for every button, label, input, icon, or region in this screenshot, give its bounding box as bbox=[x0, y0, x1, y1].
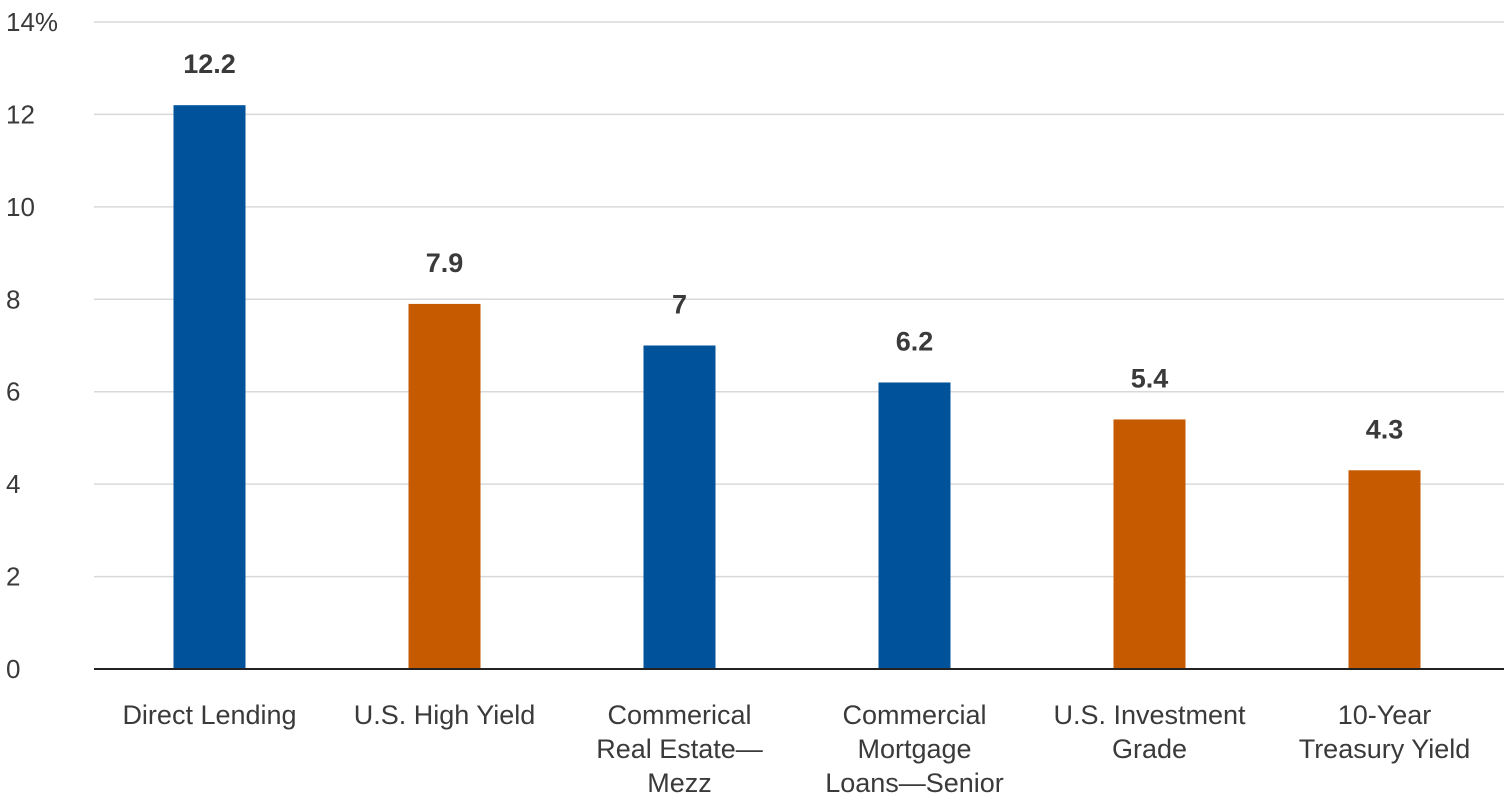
x-axis-category-labels: Direct Lending U.S. High Yield Commerical R… bbox=[122, 700, 1470, 798]
y-axis-tick-labels: 0 2 4 6 8 10 12 14% bbox=[6, 7, 58, 684]
x-category-label: U.S. Investment Grade bbox=[1053, 700, 1246, 764]
bar bbox=[408, 303, 481, 669]
bar bbox=[1113, 419, 1186, 669]
data-label: 6.2 bbox=[896, 326, 934, 356]
bar bbox=[173, 105, 246, 669]
x-category-label: 10-Year Treasury Yield bbox=[1299, 700, 1471, 764]
y-tick-label: 12 bbox=[6, 99, 35, 129]
y-tick-label: 8 bbox=[6, 284, 20, 314]
x-category-label: Commerical Real Estate— Mezz bbox=[596, 700, 763, 798]
bar bbox=[878, 382, 951, 669]
data-label: 7.9 bbox=[426, 248, 464, 278]
x-category-label: Commercial Mortgage Loans—Senior bbox=[825, 700, 1004, 798]
y-tick-label: 4 bbox=[6, 469, 20, 499]
y-tick-label: 0 bbox=[6, 654, 20, 684]
data-label: 12.2 bbox=[183, 49, 236, 79]
bar bbox=[643, 345, 716, 669]
bars bbox=[173, 105, 1421, 669]
gridlines bbox=[94, 21, 1504, 578]
y-tick-label: 6 bbox=[6, 377, 20, 407]
x-category-label: Direct Lending bbox=[122, 700, 296, 730]
data-label: 4.3 bbox=[1366, 414, 1404, 444]
bar bbox=[1348, 470, 1421, 669]
y-tick-label: 14% bbox=[6, 7, 58, 37]
data-label: 7 bbox=[672, 290, 687, 320]
data-label: 5.4 bbox=[1131, 363, 1169, 393]
y-tick-label: 10 bbox=[6, 192, 35, 222]
y-tick-label: 2 bbox=[6, 562, 20, 592]
x-category-label: U.S. High Yield bbox=[354, 700, 536, 730]
data-labels: 12.2 7.9 7 6.2 5.4 4.3 bbox=[183, 49, 1403, 444]
